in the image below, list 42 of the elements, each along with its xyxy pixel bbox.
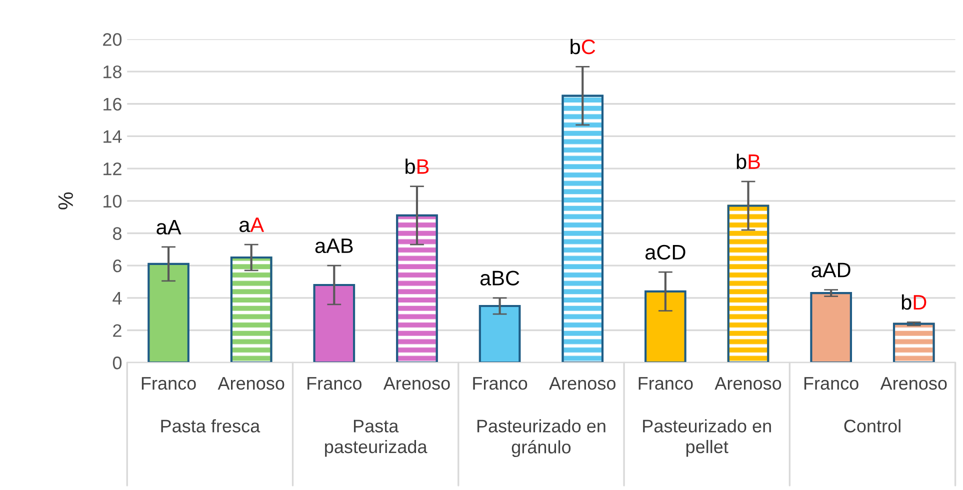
y-tick-label: 0	[112, 356, 122, 370]
data-label: bC	[570, 38, 596, 54]
x-tick-label: Arenoso	[714, 377, 782, 390]
data-label: bB	[406, 158, 429, 174]
x-tick-label: Franco	[473, 377, 528, 390]
x-tick-label: Franco	[804, 377, 858, 390]
data-label: aCD	[645, 244, 686, 260]
bar	[478, 304, 521, 363]
bar	[810, 292, 852, 363]
data-label: aA	[239, 218, 264, 232]
x-tick-label: Franco	[308, 377, 362, 390]
bar	[644, 290, 686, 363]
y-tick-label: 6	[113, 260, 122, 272]
text: Pasteurizado en pellet	[643, 419, 771, 457]
x-tick-label: Arenoso	[549, 377, 616, 390]
data-label: aAD	[812, 262, 850, 278]
x-tick-label: Franco	[142, 377, 196, 390]
y-tick-label: 20	[103, 33, 122, 46]
x-tick-label: Arenoso	[880, 377, 947, 390]
y-tick-label: 16	[104, 98, 122, 111]
y-tick-label: 10	[104, 194, 122, 208]
y-tick-label: 14	[104, 130, 122, 143]
x-tick-label: Arenoso	[383, 377, 450, 390]
x-tick-label: Franco	[638, 377, 693, 390]
text: Control	[844, 419, 900, 432]
y-tick-label: 18	[104, 65, 122, 78]
bar	[148, 262, 190, 363]
data-label: aA	[156, 220, 182, 235]
data-label: aBC	[480, 270, 520, 286]
y-tick-label: 12	[104, 162, 122, 176]
data-label: bB	[736, 154, 760, 170]
x-tick-label: Arenoso	[218, 377, 284, 390]
text: Pasta fresca	[161, 419, 260, 432]
text: Pasteurizado en gránulo	[477, 419, 606, 458]
y-tick-label: 2	[113, 324, 122, 337]
data-label: bD	[902, 294, 926, 310]
y-axis-title: %	[58, 192, 73, 210]
y-tick-label: 4	[112, 292, 122, 304]
data-label: aAB	[315, 238, 353, 254]
y-tick-label: 8	[113, 227, 122, 240]
bar	[313, 284, 356, 363]
text: Pasta pasteurizada	[325, 420, 428, 457]
